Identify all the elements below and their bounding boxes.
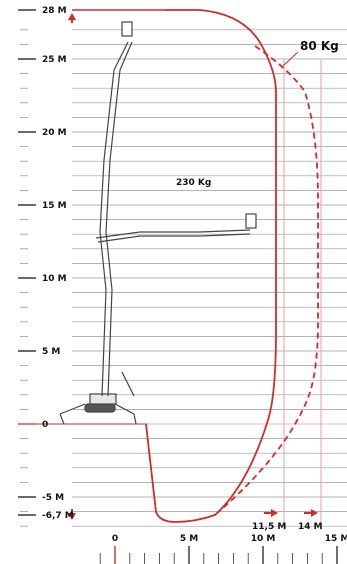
solid-envelope [145,9,277,523]
track-base [84,403,116,413]
x-tick-label: 15 M [325,534,347,544]
x-axis: 0 5 M 10 M 15 M [99,534,347,564]
basket-top [121,21,133,37]
reach-label-14: 14 M [298,522,323,532]
y-tick-label: 5 M [42,347,60,357]
horizontal-boom-2 [97,233,251,243]
y-tick-label: 15 M [42,201,67,211]
y-tick-label: -5 M [42,493,64,503]
x-tick-label: 0 [112,534,118,544]
y-tick-label: -6,7 M [42,511,74,521]
basket-side [245,213,257,229]
y-tick-label: 20 M [42,128,67,138]
lift-cylinder [121,371,135,397]
load-label-230kg: 230 Kg [176,178,211,188]
y-tick-label: 28 M [42,6,67,16]
y-axis-labels: 28 M 25 M 20 M 15 M 10 M 5 M 0 -5 M -6,7 M [18,6,74,521]
outrigger-right-foot [133,413,137,425]
x-tick-label: 10 M [251,534,276,544]
arrow-down-6-7 [68,513,76,520]
arrow-right-14-stem [304,512,312,514]
arrow-down-6-7-stem [71,509,73,514]
load-label-80kg: 80 Kg [300,39,339,53]
turret [89,393,117,405]
dashed-envelope [214,45,319,516]
outrigger-left-foot [59,413,65,425]
machine-drawing [59,21,257,425]
arrow-up-28-stem [71,19,73,23]
arrow-right-11-5-stem [264,512,272,514]
vertical-boom [99,41,129,397]
horizontal-boom [95,229,251,239]
vertical-boom-2 [105,41,133,397]
load-leader-line [282,51,299,67]
y-tick-label: 10 M [42,274,67,284]
y-tick-label: 25 M [42,55,67,65]
gridlines [20,29,347,527]
outrigger-left [59,403,86,415]
outrigger-right [114,403,135,415]
arrow-right-14 [311,509,318,517]
reach-label-11-5: 11,5 M [252,522,286,532]
arrow-up-28 [68,13,76,20]
y-tick-label: 0 [42,420,48,430]
x-tick-label: 5 M [180,534,198,544]
red-arrows [68,13,318,520]
arrow-right-11-5 [271,509,278,517]
